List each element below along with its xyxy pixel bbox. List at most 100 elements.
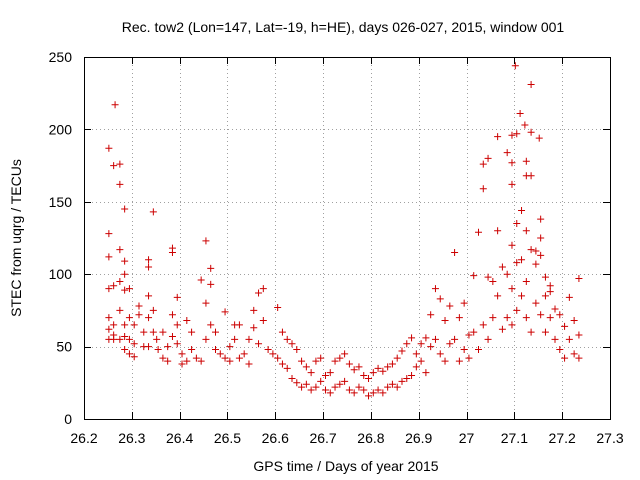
data-point xyxy=(216,350,224,358)
data-point xyxy=(508,241,516,249)
data-point xyxy=(355,363,363,371)
data-point xyxy=(197,357,205,365)
data-point xyxy=(537,234,545,242)
data-point xyxy=(341,350,349,358)
data-point xyxy=(153,335,161,343)
data-point xyxy=(307,386,315,394)
data-point xyxy=(145,256,153,264)
data-point xyxy=(331,383,339,391)
data-point xyxy=(446,340,454,348)
data-point xyxy=(441,357,449,365)
data-point xyxy=(575,275,583,283)
x-tick-label: 26.3 xyxy=(118,430,145,446)
data-point xyxy=(226,343,234,351)
data-point xyxy=(470,272,478,280)
data-point xyxy=(259,285,267,293)
data-point xyxy=(149,306,157,314)
data-point xyxy=(546,314,554,322)
data-point xyxy=(489,314,497,322)
data-point xyxy=(436,295,444,303)
data-point xyxy=(168,311,176,319)
data-point xyxy=(255,340,263,348)
data-point xyxy=(317,377,325,385)
data-point xyxy=(221,308,229,316)
data-point xyxy=(159,328,167,336)
data-point xyxy=(551,335,559,343)
y-tick-labels: 0 50 100 150 200 250 xyxy=(49,49,73,427)
data-point xyxy=(455,357,463,365)
x-tick-label: 26.8 xyxy=(357,430,384,446)
data-point xyxy=(116,306,124,314)
data-point xyxy=(431,335,439,343)
data-point xyxy=(336,354,344,362)
data-point xyxy=(135,302,143,310)
chart-title: Rec. tow2 (Lon=147, Lat=-19, h=HE), days… xyxy=(122,19,565,35)
data-point xyxy=(135,311,143,319)
data-point xyxy=(130,340,138,348)
data-point xyxy=(121,345,129,353)
data-point xyxy=(183,317,191,325)
data-point xyxy=(503,314,511,322)
data-point xyxy=(116,277,124,285)
data-point xyxy=(384,383,392,391)
data-point xyxy=(307,369,315,377)
data-point xyxy=(518,292,526,300)
data-point xyxy=(360,386,368,394)
data-point xyxy=(105,144,113,152)
data-point xyxy=(145,292,153,300)
data-point xyxy=(365,374,373,382)
data-point xyxy=(470,328,478,336)
data-point xyxy=(250,306,258,314)
data-point xyxy=(173,321,181,329)
data-point xyxy=(125,314,133,322)
data-point xyxy=(532,299,540,307)
data-point xyxy=(145,314,153,322)
data-point xyxy=(403,374,411,382)
data-point xyxy=(164,357,172,365)
data-point xyxy=(511,62,519,70)
data-point xyxy=(537,215,545,223)
data-point xyxy=(188,328,196,336)
data-point xyxy=(532,247,540,255)
data-point xyxy=(475,228,482,236)
data-point xyxy=(326,389,334,397)
data-point xyxy=(250,324,258,332)
data-point xyxy=(231,335,239,343)
data-point xyxy=(455,314,463,322)
data-point xyxy=(427,311,435,319)
data-point xyxy=(521,121,529,129)
data-point xyxy=(130,321,138,329)
data-point xyxy=(516,109,524,117)
data-point xyxy=(183,357,191,365)
data-point xyxy=(121,270,129,278)
y-tick-label: 0 xyxy=(64,411,72,427)
data-point xyxy=(105,230,113,238)
data-point xyxy=(245,335,253,343)
data-points xyxy=(105,62,583,400)
data-point xyxy=(105,253,113,261)
data-point xyxy=(298,383,306,391)
data-point xyxy=(154,345,162,353)
data-point xyxy=(269,350,277,358)
data-point xyxy=(535,134,543,142)
data-point xyxy=(541,273,549,281)
data-point xyxy=(575,331,583,339)
data-point xyxy=(321,372,329,380)
data-point xyxy=(422,369,430,377)
data-point xyxy=(518,256,526,264)
data-point xyxy=(110,321,118,329)
data-point xyxy=(350,389,358,397)
data-point xyxy=(130,353,138,361)
data-point xyxy=(561,354,569,362)
data-point xyxy=(508,159,516,167)
data-point xyxy=(125,335,133,343)
data-point xyxy=(365,392,373,400)
data-point xyxy=(532,260,540,268)
data-point xyxy=(513,259,521,267)
data-point xyxy=(565,335,573,343)
y-tick-label: 50 xyxy=(56,339,72,355)
data-point xyxy=(207,264,215,272)
data-point xyxy=(121,332,129,340)
data-point xyxy=(105,285,113,293)
data-point xyxy=(212,328,219,336)
